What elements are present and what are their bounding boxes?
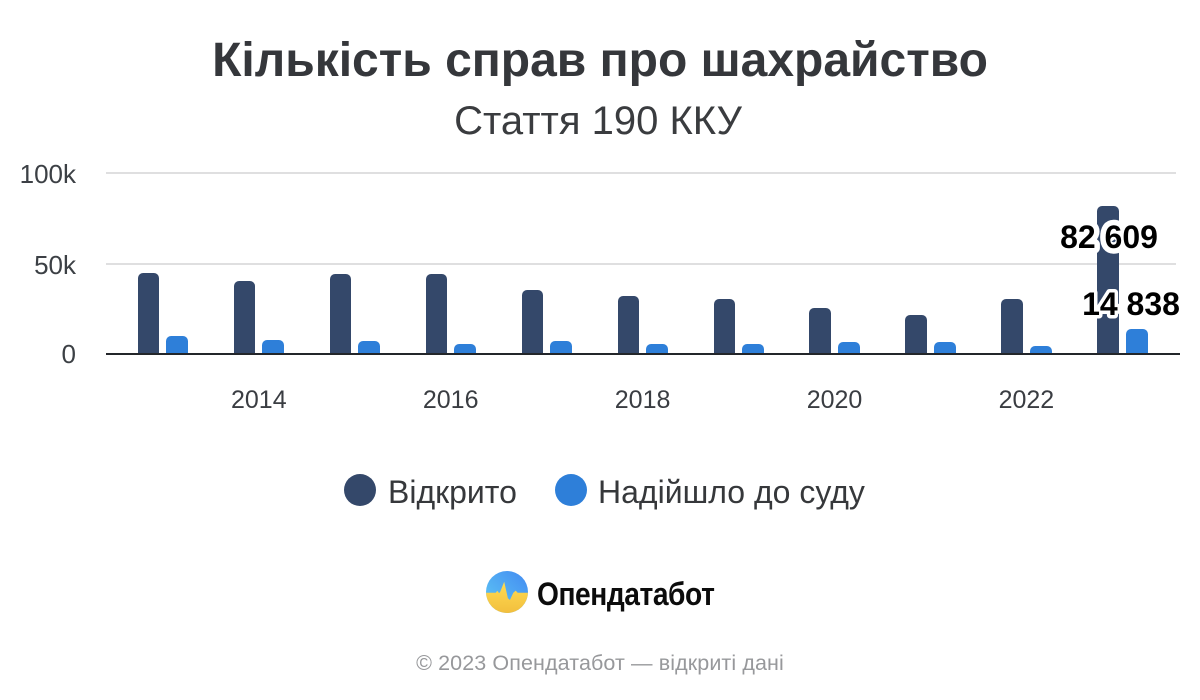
svg-text:14 838: 14 838 — [1082, 286, 1180, 322]
svg-text:82 609: 82 609 — [1060, 219, 1158, 255]
